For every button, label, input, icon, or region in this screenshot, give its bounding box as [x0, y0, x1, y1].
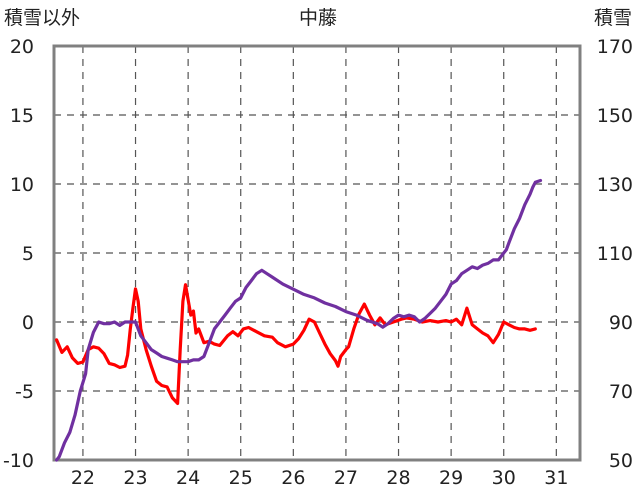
left-tick-label: -5 [15, 381, 34, 403]
right-tick-label: 90 [609, 312, 633, 334]
x-tick-label: 28 [386, 467, 410, 489]
x-tick-label: 22 [71, 467, 95, 489]
x-tick-label: 31 [544, 467, 568, 489]
right-tick-label: 130 [597, 174, 633, 196]
plot-area [52, 44, 582, 462]
right-tick-label: 110 [597, 243, 633, 265]
x-tick-label: 29 [439, 467, 463, 489]
chart-title: 中藤 [299, 7, 337, 29]
series-lines [54, 178, 543, 462]
left-tick-label: 15 [10, 105, 34, 127]
left-tick-label: 20 [10, 36, 34, 58]
x-tick-label: 23 [123, 467, 147, 489]
left-tick-label: 10 [10, 174, 34, 196]
left-tick-label: 0 [22, 312, 34, 334]
x-tick-label: 30 [492, 467, 516, 489]
x-tick-label: 27 [334, 467, 358, 489]
left-tick-label: 5 [22, 243, 34, 265]
x-tick-label: 25 [229, 467, 253, 489]
series-line-2 [54, 178, 543, 462]
right-tick-label: 170 [597, 36, 633, 58]
right-tick-label: 70 [609, 381, 633, 403]
x-axis-ticks: 22 23 24 25 26 27 28 29 30 31 [71, 467, 569, 489]
x-tick-label: 24 [176, 467, 200, 489]
left-tick-label: -10 [3, 450, 34, 472]
right-tick-label: 50 [609, 450, 633, 472]
series-line-1 [54, 283, 537, 405]
x-tick-label: 26 [281, 467, 305, 489]
left-axis-ticks: -10 -5 0 5 10 15 20 [3, 36, 34, 472]
right-axis-ticks: 50 70 90 110 130 150 170 [597, 36, 633, 472]
right-axis-label: 積雪 [594, 7, 632, 29]
left-axis-label: 積雪以外 [4, 7, 80, 29]
grid-lines [54, 46, 580, 460]
right-tick-label: 150 [597, 105, 633, 127]
